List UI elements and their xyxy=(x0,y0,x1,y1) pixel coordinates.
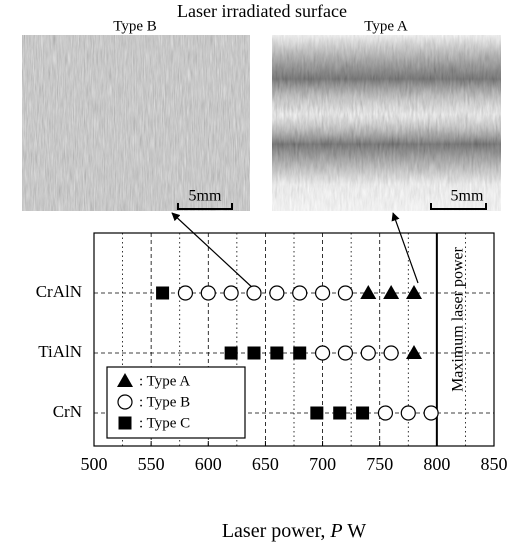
marker-circle xyxy=(177,285,194,301)
x-axis-label: Laser power, P W xyxy=(222,520,366,542)
marker-triangle xyxy=(383,285,400,299)
marker-circle xyxy=(400,405,416,421)
marker-square xyxy=(247,346,261,360)
scale-bar-label: 5mm xyxy=(451,188,484,205)
x-tick-label: 750 xyxy=(366,454,393,474)
marker-circle xyxy=(117,394,133,410)
marker-circle xyxy=(314,285,331,301)
marker-circle xyxy=(269,285,285,301)
marker-triangle xyxy=(406,285,422,299)
photo-label: Type A xyxy=(364,18,408,34)
y-tick-label: TiAlN xyxy=(38,342,82,361)
photo-type-b: 5mm xyxy=(22,35,250,211)
marker-circle xyxy=(292,285,308,301)
marker-square xyxy=(118,416,132,430)
x-axis-label-part: W xyxy=(343,520,367,542)
marker-circle xyxy=(337,285,354,301)
x-tick-label: 650 xyxy=(252,454,279,474)
marker-circle xyxy=(246,285,262,301)
annotation: Maximum laser power xyxy=(450,246,467,392)
plot-frame xyxy=(93,232,495,447)
marker-circle xyxy=(423,405,439,421)
marker-circle xyxy=(383,345,399,361)
marker-triangle xyxy=(360,285,377,299)
x-tick-label: 500 xyxy=(81,454,108,474)
marker-circle xyxy=(377,405,394,421)
legend-label: : Type A xyxy=(139,373,190,389)
x-axis-label-part: P xyxy=(329,520,342,542)
x-axis-label-part: Laser power, xyxy=(222,520,331,542)
arrow xyxy=(391,212,419,284)
x-tick-label: 600 xyxy=(195,454,222,474)
marker-circle xyxy=(314,345,331,361)
marker-square xyxy=(224,346,238,360)
x-tick-label: 700 xyxy=(309,454,336,474)
arrow xyxy=(171,212,256,291)
x-tick-label: 850 xyxy=(481,454,508,474)
marker-circle xyxy=(337,345,354,361)
plot: 500 550 600 650 700 750 800 850 CrAlN TiAlN CrN Max… xyxy=(36,232,508,542)
y-tick-label: CrN xyxy=(53,402,82,421)
photos-title: Laser irradiated surface xyxy=(177,1,347,21)
legend-label: : Type B xyxy=(139,394,190,410)
legend-label: : Type C xyxy=(139,415,190,431)
marker-square xyxy=(156,286,170,300)
photo-type-a: 5mm xyxy=(272,35,501,211)
marker-circle xyxy=(223,285,239,301)
marker-square xyxy=(333,406,347,420)
marker-triangle xyxy=(117,373,133,387)
marker-circle xyxy=(200,285,216,301)
x-tick-label: 800 xyxy=(423,454,450,474)
marker-square xyxy=(293,346,307,360)
marker-circle xyxy=(360,345,376,361)
marker-square xyxy=(356,406,370,420)
scale-bar-label: 5mm xyxy=(189,188,222,205)
marker-square xyxy=(270,346,284,360)
marker-square xyxy=(310,406,324,420)
marker-triangle xyxy=(406,345,422,359)
x-tick-label: 550 xyxy=(138,454,165,474)
y-tick-label: CrAlN xyxy=(36,282,82,301)
photo-label: Type B xyxy=(113,18,157,34)
